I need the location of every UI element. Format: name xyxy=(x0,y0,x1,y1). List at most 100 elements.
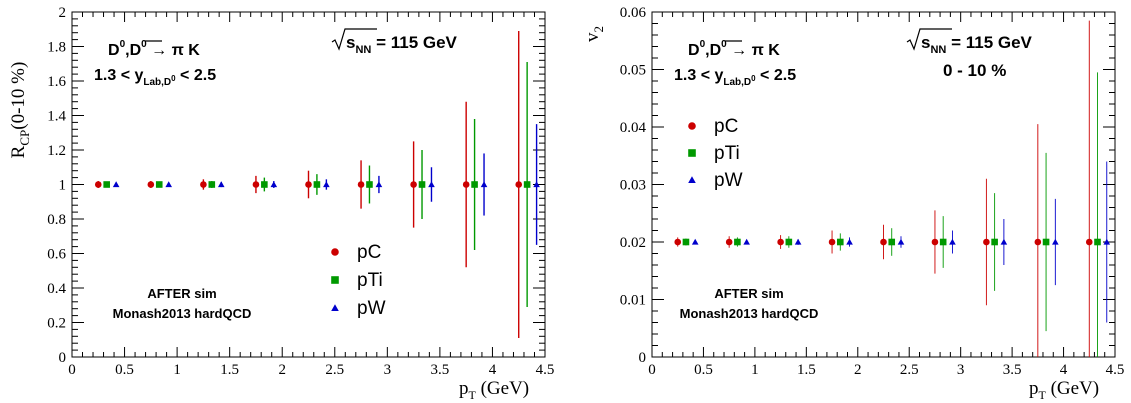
y-tick-label: 1.6 xyxy=(47,74,66,90)
y-tick-label: 0.04 xyxy=(620,120,647,136)
legend-label: pC xyxy=(357,242,381,263)
y-tick-label: 0.6 xyxy=(47,247,66,263)
x-tick-label: 0 xyxy=(648,362,656,378)
data-point xyxy=(217,181,225,188)
data-point xyxy=(828,238,836,246)
data-point xyxy=(846,238,853,245)
y-tick-label: 1.2 xyxy=(47,143,66,159)
x-tick-label: 4.5 xyxy=(1106,362,1125,378)
x-tick-label: 3 xyxy=(384,362,392,378)
series-pW xyxy=(112,124,540,245)
energy-label: sNN = 115 GeV xyxy=(346,33,458,56)
data-point xyxy=(155,181,163,188)
y-tick-label: 0.01 xyxy=(620,293,646,309)
process-label: D0,D0 → π K xyxy=(688,39,780,59)
data-point xyxy=(991,238,998,246)
data-point xyxy=(428,181,435,188)
legend-label: pW xyxy=(714,170,743,191)
x-tick-label: 3.5 xyxy=(431,362,450,378)
x-tick-label: 0.5 xyxy=(115,362,134,378)
data-point xyxy=(94,181,102,188)
data-point xyxy=(682,238,690,246)
data-point xyxy=(1052,238,1059,245)
data-point xyxy=(323,181,330,188)
data-point xyxy=(418,181,426,188)
y-tick-label: 0.03 xyxy=(620,178,646,194)
legend-label: pTi xyxy=(714,143,740,164)
x-tick-label: 4 xyxy=(1060,362,1068,378)
energy-label: sNN = 115 GeV xyxy=(921,33,1033,56)
data-point xyxy=(533,181,540,188)
data-point xyxy=(357,181,365,188)
tune-label: Monash2013 hardQCD xyxy=(113,306,252,321)
data-point xyxy=(1042,238,1050,246)
x-tick-label: 4.5 xyxy=(536,362,555,378)
data-point xyxy=(931,238,939,246)
y-tick-label: 1.8 xyxy=(47,40,66,56)
data-point xyxy=(674,238,682,246)
data-point xyxy=(880,238,887,246)
series-pW xyxy=(691,161,1111,323)
data-point xyxy=(785,238,793,246)
x-tick-label: 0 xyxy=(68,362,76,378)
tune-label: Monash2013 hardQCD xyxy=(680,306,819,321)
x-tick-label: 2 xyxy=(854,362,862,378)
data-point xyxy=(462,181,470,188)
y-tick-label: 0.4 xyxy=(47,281,66,297)
legend-marker xyxy=(688,176,696,184)
series-pC xyxy=(94,30,523,339)
data-point xyxy=(1085,238,1093,246)
data-point xyxy=(1094,238,1101,246)
data-point xyxy=(410,181,417,188)
legend-label: pTi xyxy=(357,270,383,291)
legend-marker xyxy=(331,248,339,256)
sqrt-symbol xyxy=(331,28,377,51)
data-point xyxy=(1103,238,1111,245)
data-point xyxy=(1034,238,1042,246)
sqrt-symbol xyxy=(906,28,952,51)
y-tick-label: 1 xyxy=(59,178,67,194)
y-axis-label: RCP(0-10 %) xyxy=(8,62,32,159)
legend-marker xyxy=(331,304,339,312)
data-point xyxy=(313,181,321,188)
data-point xyxy=(725,238,733,246)
legend-marker xyxy=(331,276,339,284)
data-point xyxy=(515,181,523,188)
y-tick-label: 0.8 xyxy=(47,212,66,228)
data-point xyxy=(691,238,699,245)
process-label: D0,D0 → π K xyxy=(108,39,200,59)
data-point xyxy=(743,238,750,245)
x-axis-label: pT (GeV) xyxy=(459,378,529,402)
x-tick-label: 1 xyxy=(173,362,181,378)
v2-panel: 0 0.5 1 1.5 2 2.5 3 3.5 4 4.5 0 0.01 0.02 0.03 0.04 0.0… xyxy=(582,5,1124,402)
data-point xyxy=(734,238,741,246)
legend-label: pW xyxy=(357,298,386,319)
x-axis-label: pT (GeV) xyxy=(1029,378,1099,402)
y-tick-label: 0 xyxy=(59,350,67,366)
x-tick-label: 1.5 xyxy=(797,362,816,378)
series-pTi xyxy=(103,62,531,307)
data-point xyxy=(897,238,905,245)
data-point xyxy=(939,238,947,246)
data-point xyxy=(523,181,531,188)
data-point xyxy=(147,181,155,188)
sim-label: AFTER sim xyxy=(147,286,216,301)
data-point xyxy=(261,181,268,188)
legend-marker xyxy=(688,149,696,157)
x-tick-label: 3.5 xyxy=(1003,362,1022,378)
y-tick-label: 0.06 xyxy=(620,5,647,21)
x-tick-label: 3 xyxy=(957,362,965,378)
data-point xyxy=(112,181,120,188)
data-point xyxy=(794,238,802,245)
rcp-panel: 0 0.5 1 1.5 2 2.5 3 3.5 4 4.5 0 0.2 0.4 0.6 0.8 1 1.2 1.4… xyxy=(8,5,554,402)
data-point xyxy=(480,181,488,188)
series-pTi xyxy=(682,72,1101,357)
x-tick-label: 2.5 xyxy=(900,362,919,378)
x-tick-label: 2.5 xyxy=(325,362,344,378)
data-point xyxy=(366,181,373,188)
y-axis-label: v2 xyxy=(582,26,606,42)
data-point xyxy=(208,181,216,188)
series-pC xyxy=(674,20,1093,357)
data-point xyxy=(103,181,110,188)
